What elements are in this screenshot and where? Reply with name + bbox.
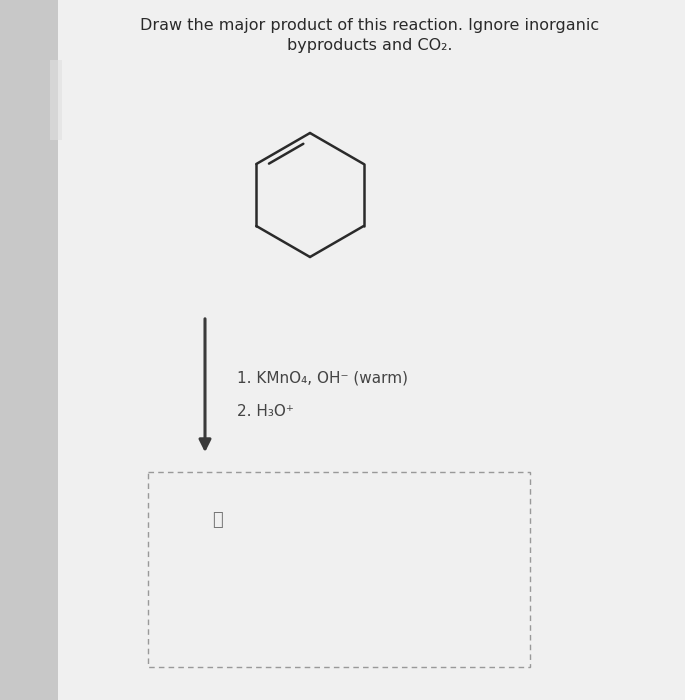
Bar [0, 0, 58, 700]
Bar [50, 60, 62, 140]
Text: 👋: 👋 [212, 511, 223, 529]
Text: Draw the major product of this reaction. Ignore inorganic: Draw the major product of this reaction.… [140, 18, 599, 33]
Text: Select to Draw: Select to Draw [291, 541, 393, 555]
Text: byproducts and CO₂.: byproducts and CO₂. [287, 38, 453, 53]
Bar [148, 472, 530, 667]
Text: 1. KMnO₄, OH⁻ (warm): 1. KMnO₄, OH⁻ (warm) [237, 370, 408, 386]
Text: 2. H₃O⁺: 2. H₃O⁺ [237, 405, 294, 419]
